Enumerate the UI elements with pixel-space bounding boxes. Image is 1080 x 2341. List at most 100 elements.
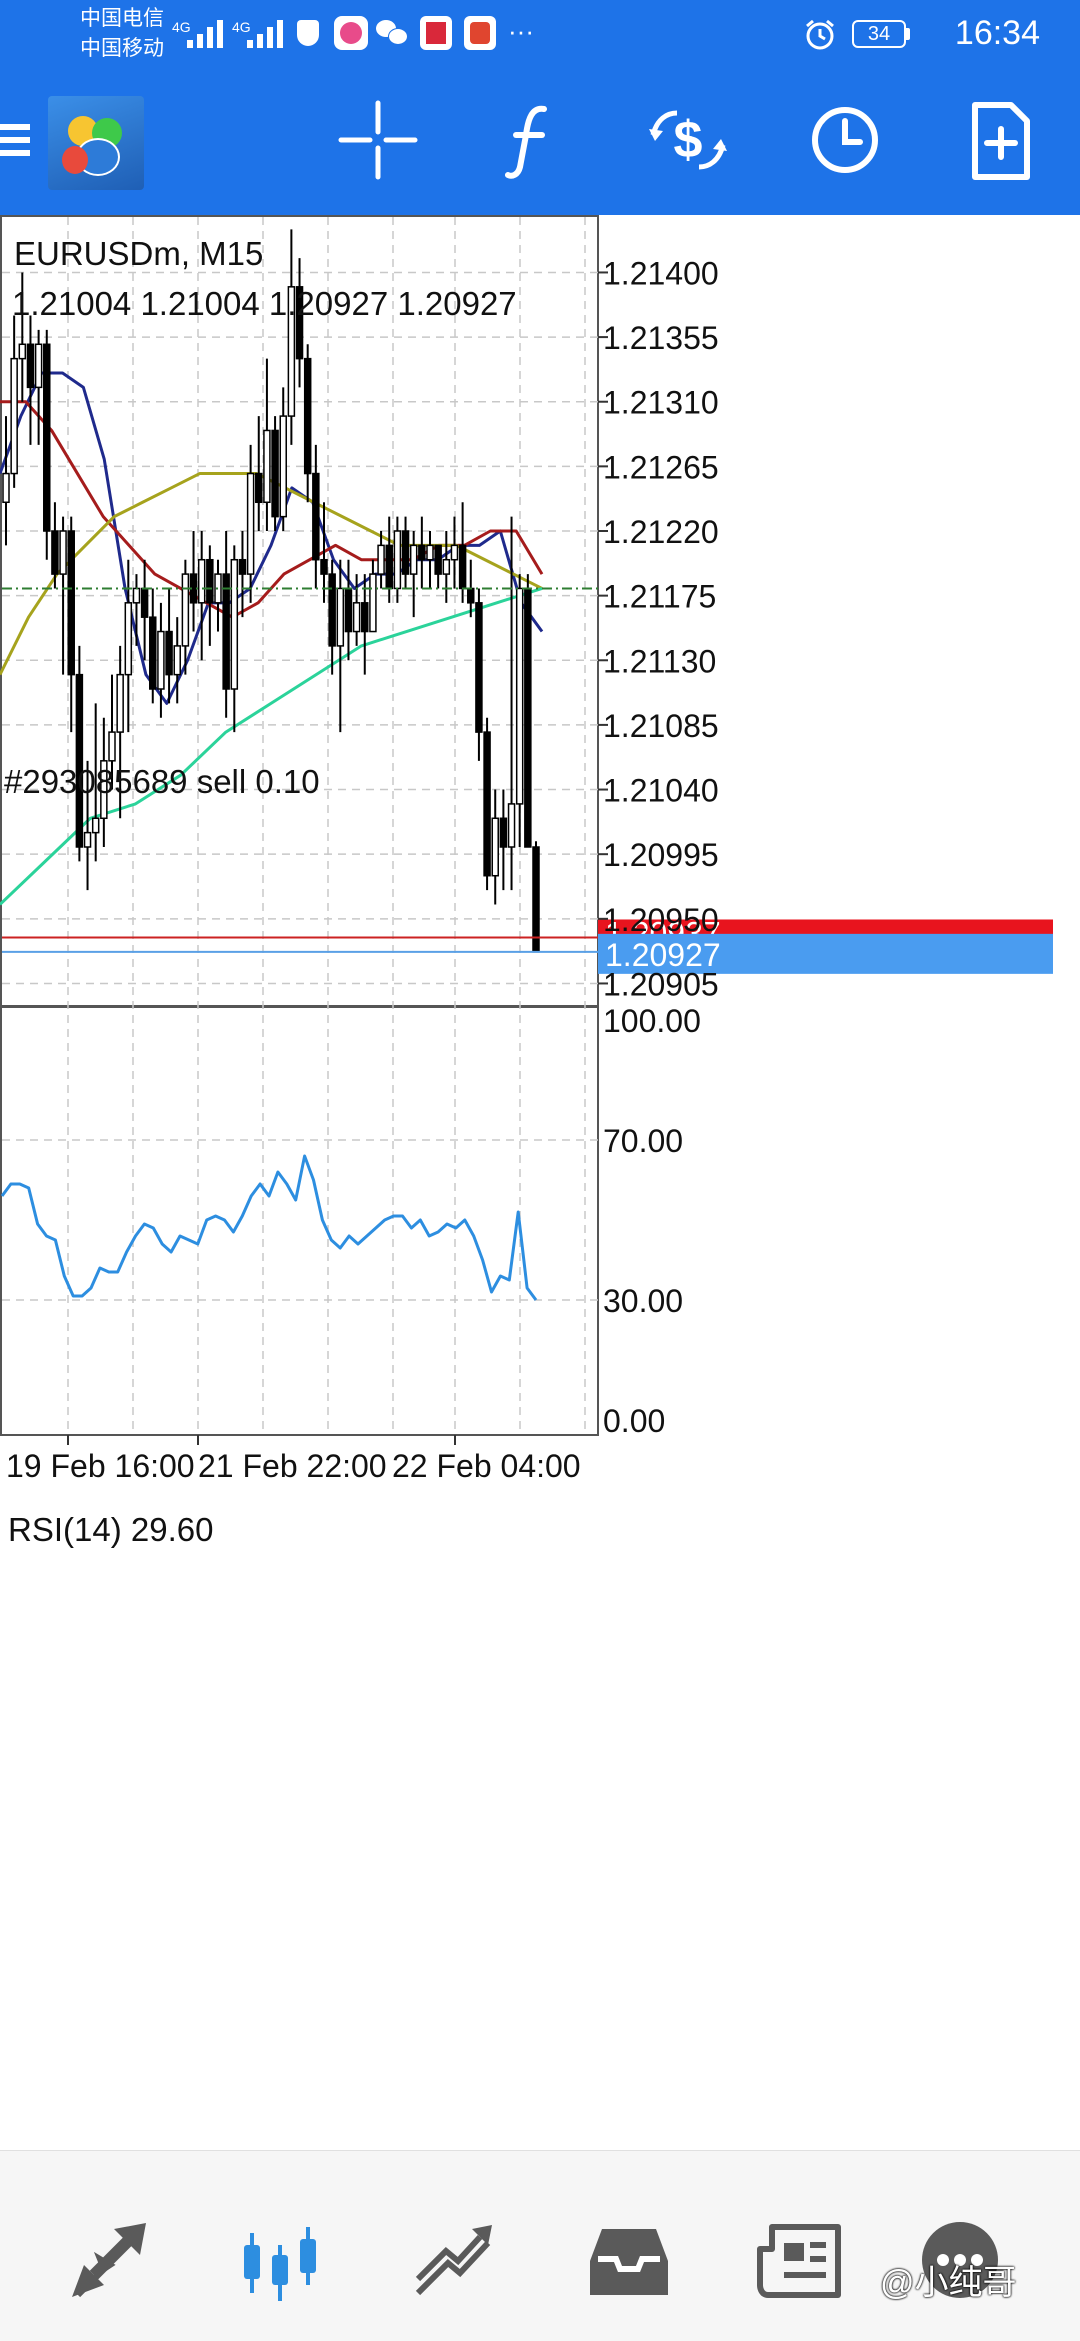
candle — [532, 841, 540, 953]
candle — [352, 574, 361, 646]
candle — [303, 344, 312, 503]
candle — [26, 315, 35, 445]
bull-candle-body — [116, 673, 124, 733]
bull-candle-body — [409, 544, 418, 575]
ma-fast-line — [0, 371, 544, 705]
candle — [312, 444, 320, 589]
rsi-label: RSI(14) 29.60 — [8, 1511, 213, 1548]
price-tick-label: 1.21310 — [603, 385, 719, 421]
bear-candle-body — [255, 472, 263, 504]
candle — [10, 315, 18, 488]
price-tick-label: 1.21040 — [603, 773, 719, 809]
candle — [442, 531, 451, 603]
candle — [475, 588, 483, 761]
bear-candle-body — [328, 573, 336, 647]
price-tick-label: 1.20950 — [603, 902, 719, 938]
ohlc-label: 1.21004 1.21004 1.20927 1.20927 — [12, 285, 517, 322]
bull-candle-body — [2, 472, 10, 504]
bull-candle-body — [83, 831, 92, 848]
candle — [401, 516, 410, 589]
bull-candle-body — [124, 602, 133, 676]
candle — [173, 617, 181, 704]
clock: 16:34 — [954, 14, 1040, 52]
candle — [377, 531, 385, 589]
candle — [2, 416, 10, 546]
candle — [263, 358, 271, 531]
menu-icon[interactable] — [0, 110, 34, 170]
bear-candle-body — [67, 530, 75, 676]
bear-candle-body — [434, 544, 442, 575]
messages-icon[interactable] — [915, 2215, 1005, 2305]
app-icon — [464, 16, 496, 50]
bid-price-label: 1.20927 — [605, 937, 721, 973]
candle — [165, 588, 173, 704]
bull-candle-body — [450, 544, 459, 561]
bull-candle-body — [369, 573, 377, 633]
candle — [409, 531, 418, 618]
bull-candle-body — [246, 472, 255, 575]
signal-icon — [247, 20, 283, 48]
rsi-tick-label: 30.00 — [603, 1283, 683, 1319]
candle — [426, 531, 434, 589]
chart-icon[interactable] — [236, 2215, 326, 2305]
candle — [524, 574, 532, 848]
bear-candle-body — [385, 544, 393, 590]
bear-candle-body — [140, 587, 149, 618]
candle — [336, 559, 345, 733]
bull-candle-body — [426, 544, 434, 561]
bull-candle-body — [34, 343, 43, 389]
news-icon[interactable] — [756, 2215, 846, 2305]
bear-candle-body — [483, 731, 491, 877]
price-tick-label: 1.21220 — [603, 514, 719, 550]
candle — [108, 674, 116, 790]
carrier-2: 中国移动 — [80, 37, 164, 60]
new-order-icon[interactable] — [955, 95, 1045, 185]
candle — [189, 531, 198, 632]
candle — [100, 717, 108, 847]
quotes-icon[interactable] — [64, 2215, 154, 2305]
bull-candle-body — [173, 645, 181, 676]
candle — [157, 602, 165, 718]
bear-candle-body — [271, 429, 279, 518]
candle — [361, 574, 369, 675]
candle — [320, 502, 328, 603]
candle — [499, 789, 508, 891]
app-icon — [334, 16, 368, 50]
indicators-icon[interactable] — [488, 95, 578, 185]
bear-candle-body — [238, 558, 247, 575]
candle — [222, 531, 230, 718]
shield-icon — [297, 20, 319, 46]
bottom-navigation — [0, 2150, 1080, 2341]
bear-candle-body — [312, 472, 320, 561]
metatrader-logo[interactable] — [48, 96, 144, 190]
bear-candle-body — [75, 673, 84, 848]
candle — [140, 559, 149, 661]
price-tick-label: 1.21265 — [603, 449, 719, 485]
bull-candle-body — [393, 530, 402, 590]
bear-candle-body — [165, 630, 173, 676]
book-icon — [420, 16, 452, 50]
price-tick-label: 1.21355 — [603, 320, 719, 356]
trade-icon[interactable] — [408, 2215, 498, 2305]
bear-candle-body — [344, 587, 353, 633]
candle — [434, 544, 442, 589]
symbols-icon[interactable]: $ — [643, 95, 733, 185]
candle — [279, 387, 287, 531]
candle — [83, 760, 92, 891]
chart-area[interactable]: 1.20937 1.20927 1.21400 1.21355 1.21310 1.21… — [0, 215, 1080, 2150]
bull-candle-body — [491, 817, 499, 877]
price-tick-label: 1.20995 — [603, 837, 719, 873]
crosshair-icon[interactable] — [333, 95, 423, 185]
bull-candle-body — [336, 587, 345, 647]
bear-candle-body — [43, 343, 51, 532]
price-tick-label: 1.21085 — [603, 708, 719, 744]
rsi-tick-label: 0.00 — [603, 1403, 665, 1439]
candle — [393, 516, 402, 603]
bull-candle-body — [91, 817, 100, 834]
history-icon[interactable] — [584, 2215, 674, 2305]
timeframe-clock-icon[interactable] — [800, 95, 890, 185]
battery-tip — [906, 28, 910, 40]
ma-long-line — [0, 587, 543, 906]
bull-candle-body — [230, 558, 239, 690]
